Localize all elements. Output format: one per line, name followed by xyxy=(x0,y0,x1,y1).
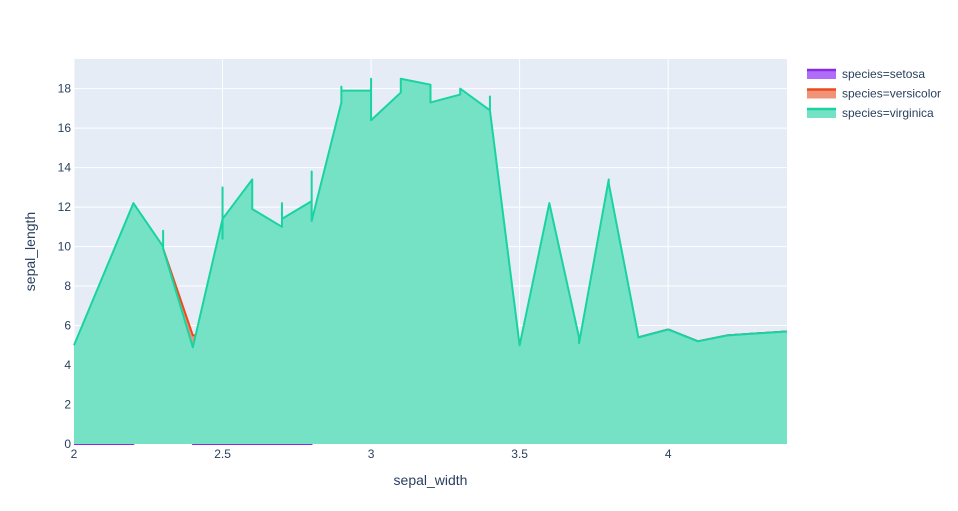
area-fill-virginica xyxy=(74,78,787,445)
y-tick-label: 10 xyxy=(58,240,72,254)
x-tick-label: 2 xyxy=(71,447,78,461)
area-line-virginica xyxy=(73,77,788,349)
legend-label: species=versicolor xyxy=(842,87,941,101)
x-tick-label: 3 xyxy=(368,447,375,461)
y-tick-label: 18 xyxy=(58,82,72,96)
x-tick-label: 4 xyxy=(665,447,672,461)
y-axis-title: sepal_length xyxy=(22,212,38,291)
legend-swatch-fill xyxy=(807,70,836,79)
legend-item-virginica[interactable]: species=virginica xyxy=(807,106,934,120)
y-tick-label: 8 xyxy=(64,279,71,293)
legend-label: species=setosa xyxy=(842,67,925,81)
legend[interactable]: species=setosa species=versicolor species=… xyxy=(807,67,941,120)
series-virginica xyxy=(73,77,788,445)
y-tick-label: 12 xyxy=(58,200,72,214)
x-tick-label: 3.5 xyxy=(511,447,528,461)
x-tick-label: 2.5 xyxy=(214,447,231,461)
legend-swatch-fill xyxy=(807,89,836,99)
y-tick-label: 2 xyxy=(64,398,71,412)
y-tick-label: 16 xyxy=(58,121,72,135)
legend-label: species=virginica xyxy=(842,106,934,120)
legend-swatch-fill xyxy=(807,109,836,118)
y-tick-label: 6 xyxy=(64,319,71,333)
y-tick-label: 0 xyxy=(64,437,71,451)
series-areas xyxy=(73,77,788,445)
legend-item-setosa[interactable]: species=setosa xyxy=(807,67,925,81)
x-axis-title: sepal_width xyxy=(394,472,468,488)
legend-item-versicolor[interactable]: species=versicolor xyxy=(807,87,941,101)
y-tick-label: 14 xyxy=(58,161,72,175)
y-tick-label: 4 xyxy=(64,358,71,372)
